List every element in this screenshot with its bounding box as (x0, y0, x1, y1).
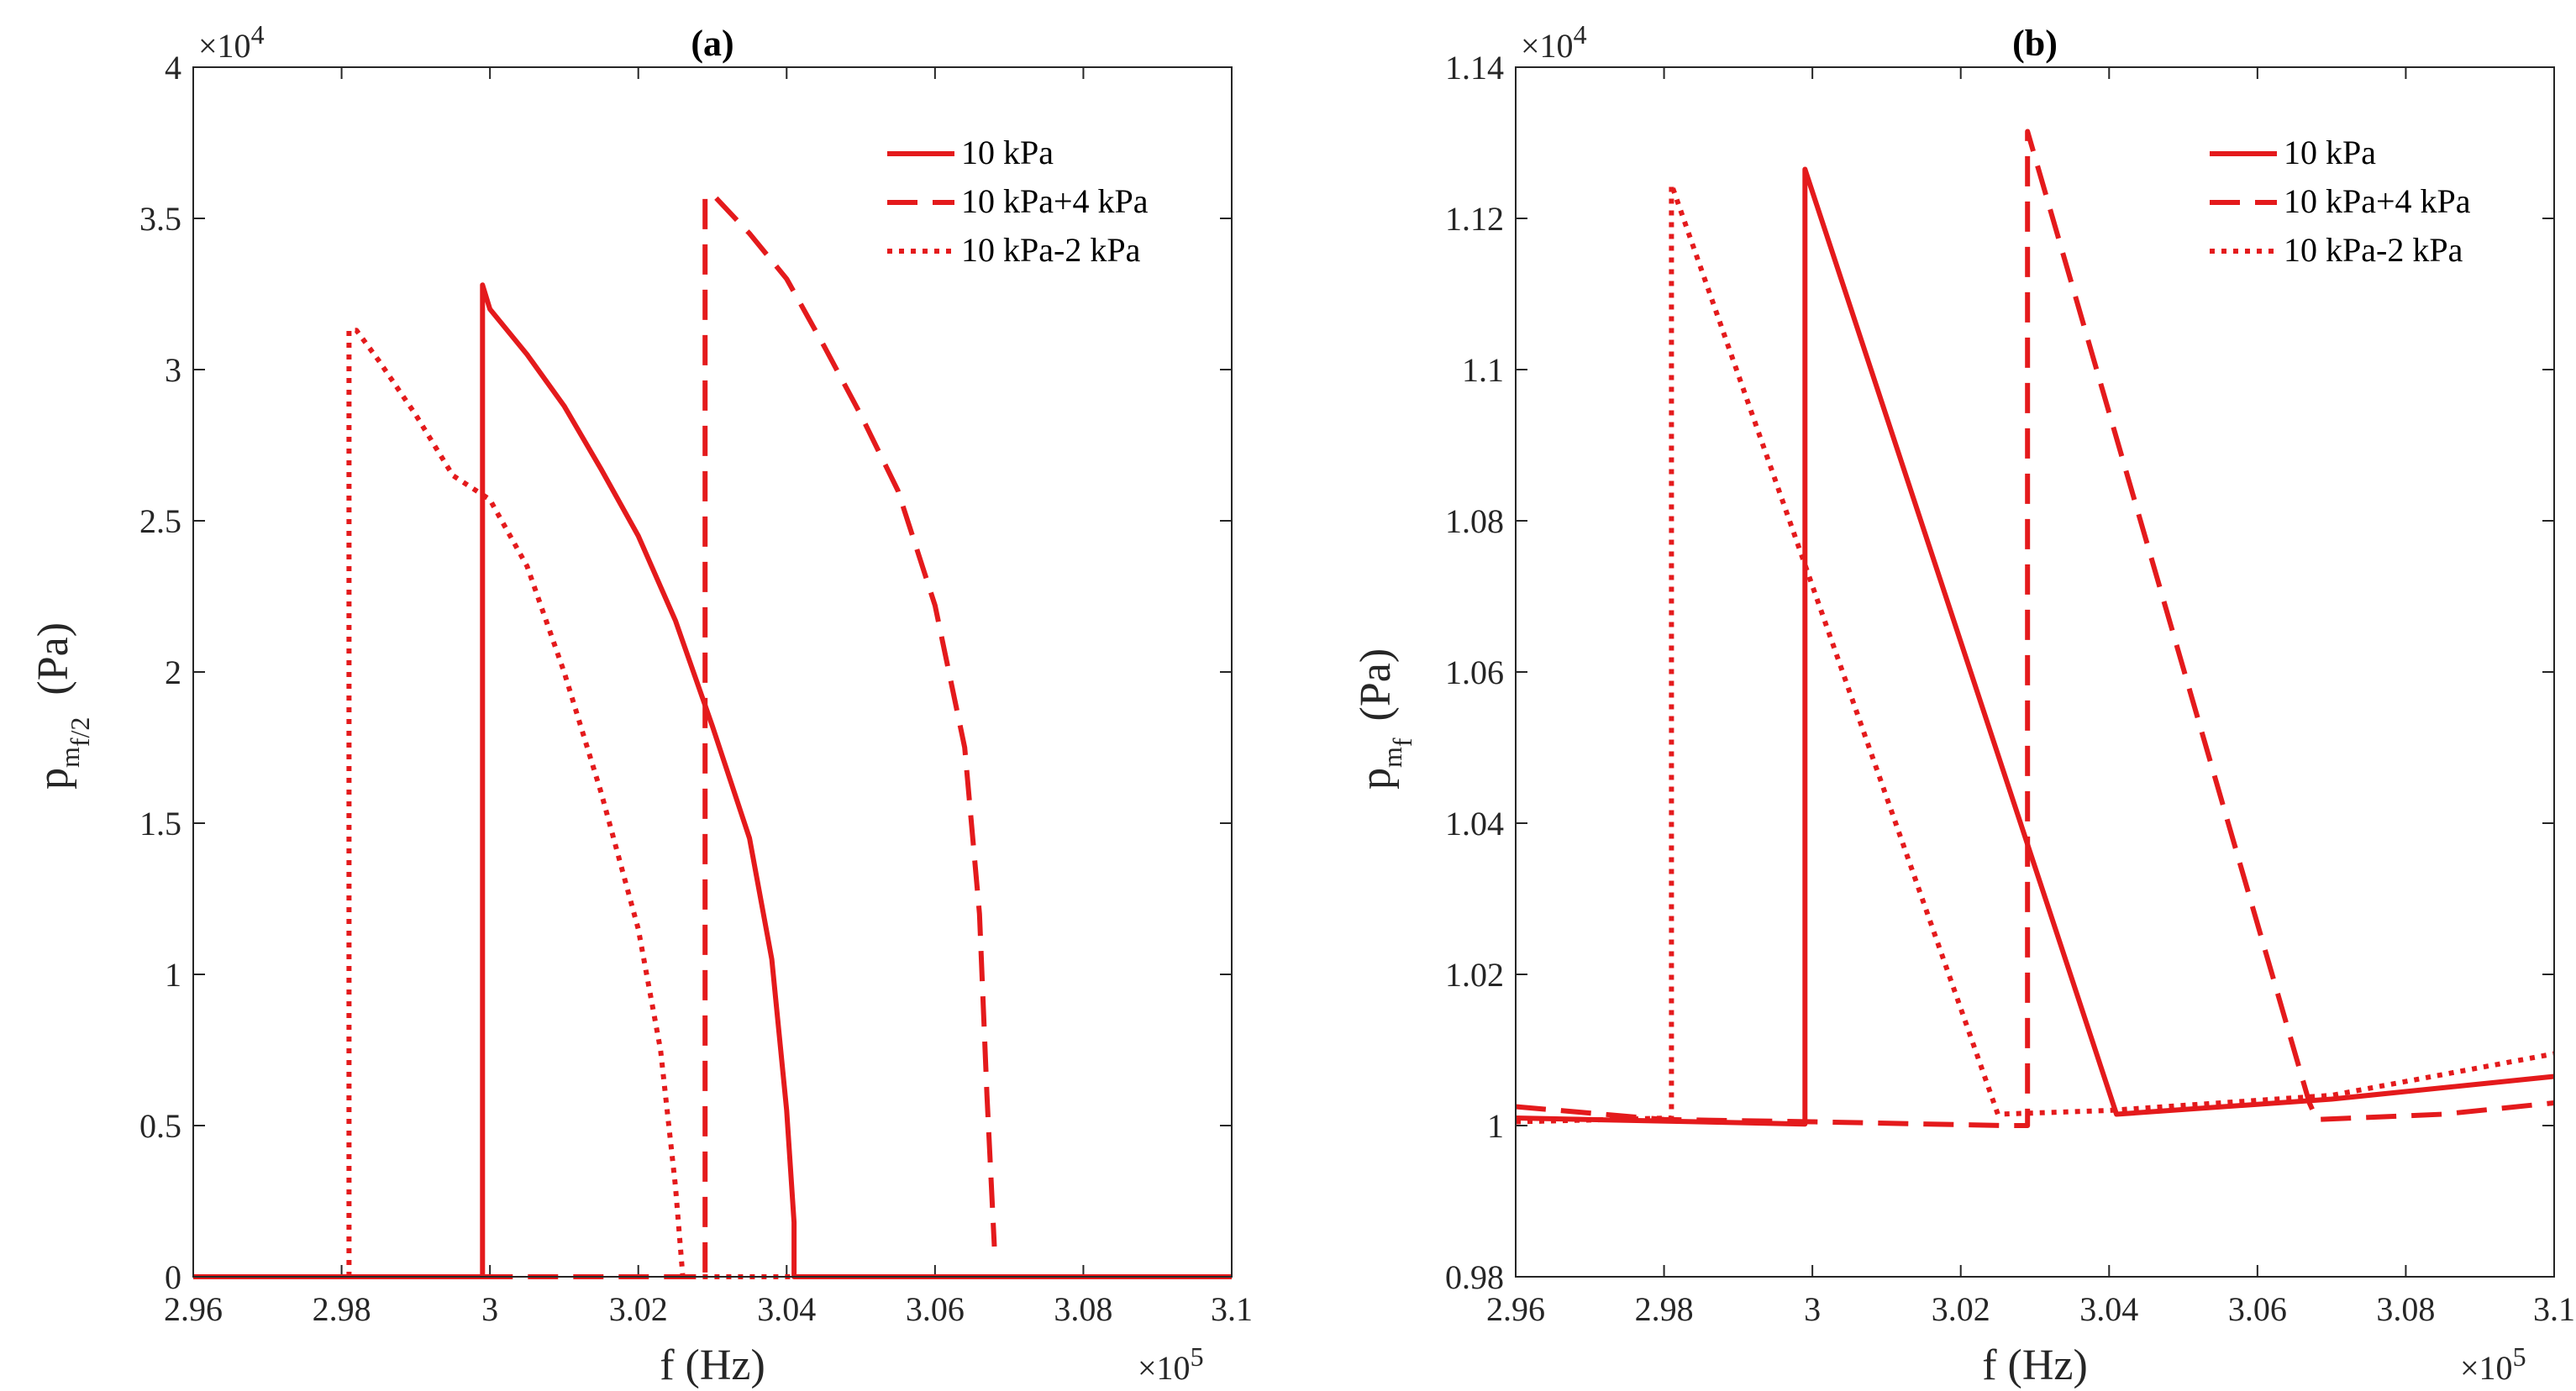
panel-b-x-multiplier: ×105 (2460, 1341, 2526, 1387)
y-tick-label: 1.02 (1445, 956, 1504, 994)
panel-a-axes-box (192, 66, 1233, 1278)
y-tick-label: 4 (165, 49, 181, 87)
y-tick-label: 1 (165, 956, 181, 994)
y-tick-label: 2.5 (139, 502, 181, 540)
y-tick-label: 1.04 (1445, 805, 1504, 842)
legend-label: 10 kPa-2 kPa (2284, 231, 2463, 269)
series-line-2 (1515, 129, 2555, 1128)
x-tick-label: 3.02 (1932, 1290, 1990, 1328)
y-tick-label: 3 (165, 351, 181, 389)
panel-a-series (193, 192, 1232, 1279)
x-tick-label: 2.98 (1635, 1290, 1694, 1328)
y-tick-label: 1.08 (1445, 502, 1504, 540)
panel-a-x-axis-label: f (Hz) (660, 1341, 765, 1389)
y-tick-label: 3.5 (139, 200, 181, 238)
series-line-1 (193, 282, 1232, 1279)
legend-label: 10 kPa+4 kPa (961, 182, 1149, 220)
legend-label: 10 kPa-2 kPa (961, 231, 1141, 269)
panel-a-x-multiplier-base: ×10 (1138, 1349, 1191, 1387)
panel-a-x-multiplier-exp: 5 (1191, 1341, 1204, 1372)
x-tick-label: 3 (1804, 1290, 1821, 1328)
x-tick-label: 3.04 (2079, 1290, 2138, 1328)
y-tick-label: 1.12 (1445, 200, 1504, 238)
panel-b-x-axis-label: f (Hz) (1982, 1341, 2088, 1389)
y-tick-label: 0 (165, 1258, 181, 1296)
x-tick-label: 3.06 (906, 1290, 965, 1328)
y-tick-label: 1.06 (1445, 654, 1504, 691)
x-tick-label: 3.08 (1054, 1290, 1112, 1328)
panel-a-y-label-sub2: f/2 (65, 717, 95, 748)
panel-b-series (1515, 129, 2555, 1128)
panel-a: 2.96 2.98 3 3.02 3.04 3.06 3.08 3.1 0 0.5 1 1.5 2 2.5… (29, 19, 1253, 1389)
legend-label: 10 kPa (2284, 134, 2376, 171)
panel-b-title: (b) (2012, 23, 2058, 64)
panel-a-y-label-unit: (Pa) (29, 622, 77, 696)
panel-a-y-multiplier-base: ×10 (198, 27, 251, 65)
panel-b-y-multiplier-base: ×10 (1521, 27, 1574, 65)
panel-a-title: (a) (691, 23, 733, 64)
x-tick-label: 3.1 (2533, 1290, 2575, 1328)
x-tick-label: 3.08 (2376, 1290, 2435, 1328)
panel-b-y-axis-label: pmf (Pa) (1352, 648, 1417, 790)
panel-b-ticks: 2.96 2.98 3 3.02 3.04 3.06 3.08 3.1 0.98 1 1.02 1.0… (1445, 49, 2575, 1328)
x-tick-label: 3.1 (1211, 1290, 1253, 1328)
panel-a-y-axis-label: pmf/2 (Pa) (29, 622, 95, 790)
panel-a-y-label-main: p (29, 768, 77, 790)
panel-a-x-multiplier: ×105 (1138, 1341, 1204, 1387)
x-tick-label: 3 (481, 1290, 498, 1328)
panel-b: 2.96 2.98 3 3.02 3.04 3.06 3.08 3.1 0.98 1 1.02 1.0… (1352, 19, 2575, 1389)
x-tick-label: 3.06 (2228, 1290, 2287, 1328)
legend-label: 10 kPa+4 kPa (2284, 182, 2471, 220)
x-tick-label: 3.04 (757, 1290, 816, 1328)
panel-a-y-label-sub1: m (55, 747, 85, 768)
panel-b-x-multiplier-exp: 5 (2513, 1341, 2526, 1372)
legend-label: 10 kPa (961, 134, 1054, 171)
series-line-2 (482, 192, 997, 1279)
panel-b-y-multiplier-exp: 4 (1574, 19, 1587, 50)
y-tick-label: 1.14 (1445, 49, 1504, 87)
panel-b-axes-box (1515, 66, 2555, 1278)
series-line-3 (1515, 181, 2555, 1125)
x-tick-label: 3.02 (609, 1290, 668, 1328)
y-tick-label: 0.98 (1445, 1258, 1504, 1296)
series-line-3 (346, 328, 795, 1279)
panel-a-ticks: 2.96 2.98 3 3.02 3.04 3.06 3.08 3.1 0 0.5 1 1.5 2 2.5… (139, 49, 1253, 1328)
y-tick-label: 2 (165, 654, 181, 691)
panel-b-x-multiplier-base: ×10 (2460, 1349, 2513, 1387)
y-tick-label: 1.1 (1462, 351, 1504, 389)
panel-a-legend: 10 kPa 10 kPa+4 kPa 10 kPa-2 kPa (887, 134, 1149, 269)
y-tick-label: 1.5 (139, 805, 181, 842)
panel-b-legend: 10 kPa 10 kPa+4 kPa 10 kPa-2 kPa (2210, 134, 2471, 269)
y-tick-label: 0.5 (139, 1107, 181, 1145)
y-tick-label: 1 (1487, 1107, 1504, 1145)
x-tick-label: 2.96 (164, 1290, 223, 1328)
panel-b-y-label-sub1: m (1377, 747, 1407, 768)
panel-b-y-label-unit: (Pa) (1352, 648, 1400, 722)
x-tick-label: 2.96 (1486, 1290, 1545, 1328)
panel-b-y-label-main: p (1352, 768, 1400, 790)
panel-b-y-multiplier: ×104 (1521, 19, 1587, 65)
panel-a-y-multiplier-exp: 4 (251, 19, 265, 50)
x-tick-label: 2.98 (313, 1290, 371, 1328)
panel-b-y-label-sub2: f (1387, 737, 1417, 747)
panel-a-y-multiplier: ×104 (198, 19, 265, 65)
